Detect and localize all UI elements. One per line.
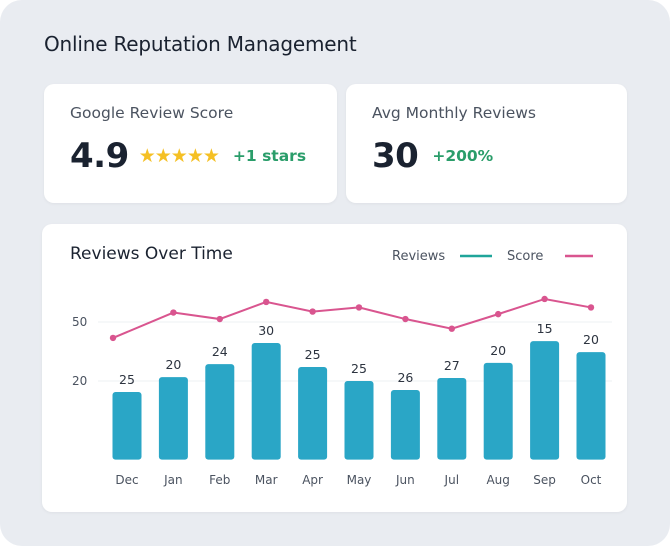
x-tick-label: Jul bbox=[444, 473, 459, 487]
data-label: 25 bbox=[305, 347, 321, 362]
score-point[interactable] bbox=[495, 310, 502, 318]
x-tick-label: Feb bbox=[209, 473, 230, 487]
bar-jan[interactable] bbox=[158, 377, 188, 460]
bar-dec[interactable] bbox=[112, 392, 142, 460]
chart-title: Reviews Over Time bbox=[70, 244, 233, 264]
y-tick-label: 50 bbox=[72, 315, 87, 329]
kpi-label: Avg Monthly Reviews bbox=[372, 104, 536, 122]
data-label: 20 bbox=[490, 343, 506, 358]
score-point[interactable] bbox=[216, 315, 223, 323]
data-label: 30 bbox=[258, 323, 274, 338]
kpi-delta: +1 stars bbox=[232, 147, 307, 165]
kpi-card-monthly-reviews: Avg Monthly Reviews 30 +200% bbox=[346, 84, 627, 203]
legend-score-label: Score bbox=[507, 249, 543, 264]
x-tick-label: Jun bbox=[395, 473, 415, 487]
x-tick-label: Oct bbox=[581, 473, 602, 487]
bar-sep[interactable] bbox=[530, 341, 560, 460]
kpi-delta: +200% bbox=[432, 147, 494, 165]
score-point[interactable] bbox=[587, 304, 595, 311]
x-tick-label: Jan bbox=[163, 473, 183, 487]
score-point[interactable] bbox=[109, 334, 117, 342]
kpi-value: 30 bbox=[372, 136, 419, 176]
x-tick-label: Apr bbox=[302, 473, 323, 487]
chart-card bbox=[42, 224, 627, 512]
data-label: 24 bbox=[212, 344, 228, 359]
data-label: 15 bbox=[537, 321, 553, 336]
score-point[interactable] bbox=[402, 315, 409, 323]
bar-mar[interactable] bbox=[251, 343, 281, 460]
kpi-value: 4.9 bbox=[70, 136, 129, 176]
score-point[interactable] bbox=[448, 325, 455, 332]
x-tick-label: Mar bbox=[255, 473, 278, 487]
bar-aug[interactable] bbox=[483, 362, 513, 460]
bar-apr[interactable] bbox=[298, 367, 328, 460]
data-label: 25 bbox=[119, 372, 135, 387]
score-point[interactable] bbox=[355, 304, 363, 311]
x-tick-label: Aug bbox=[486, 473, 509, 487]
data-label: 27 bbox=[444, 358, 460, 373]
x-tick-label: Sep bbox=[533, 473, 556, 487]
data-label: 20 bbox=[583, 332, 599, 347]
y-tick-label: 20 bbox=[72, 374, 87, 388]
data-label: 20 bbox=[165, 357, 181, 372]
score-line bbox=[112, 297, 592, 339]
legend-reviews-label: Reviews bbox=[392, 249, 445, 264]
data-label: 25 bbox=[351, 361, 367, 376]
bar-jun[interactable] bbox=[390, 390, 420, 460]
page-title: Online Reputation Management bbox=[44, 32, 357, 56]
score-point[interactable] bbox=[170, 309, 177, 316]
score-point[interactable] bbox=[541, 295, 548, 303]
kpi-card-google-score: Google Review Score 4.9 ★★★★★ +1 stars bbox=[44, 84, 337, 203]
bar-feb[interactable] bbox=[205, 364, 235, 460]
x-tick-label: Dec bbox=[115, 473, 138, 487]
bar-oct[interactable] bbox=[576, 352, 606, 460]
score-point[interactable] bbox=[309, 308, 316, 315]
bar-may[interactable] bbox=[344, 381, 374, 460]
score-point[interactable] bbox=[263, 298, 270, 306]
x-tick-label: May bbox=[347, 473, 372, 487]
bar-jul[interactable] bbox=[437, 378, 467, 460]
kpi-label: Google Review Score bbox=[70, 104, 234, 122]
star-rating-icon: ★★★★★ bbox=[138, 145, 220, 167]
data-label: 26 bbox=[397, 370, 413, 385]
